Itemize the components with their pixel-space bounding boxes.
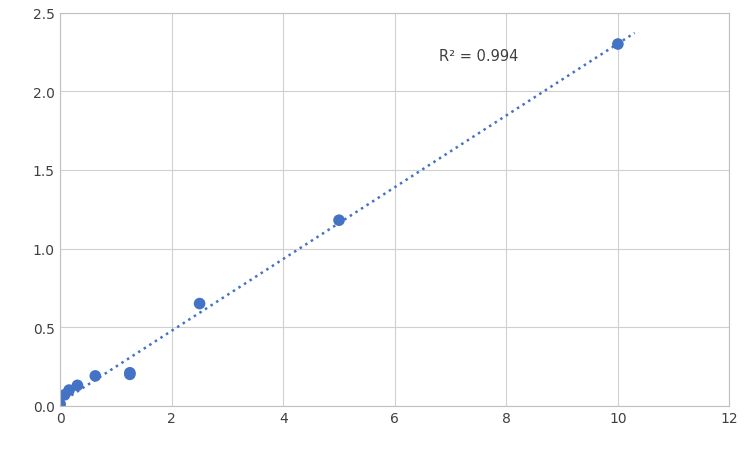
Point [54, 401, 66, 408]
Point [193, 300, 205, 308]
Point [333, 217, 345, 224]
Point [124, 369, 136, 377]
Point [124, 371, 136, 378]
Point [63, 387, 75, 394]
Point [612, 41, 624, 49]
Point [71, 382, 83, 389]
Point [59, 391, 71, 399]
Point [89, 373, 102, 380]
Text: R² = 0.994: R² = 0.994 [439, 49, 519, 64]
